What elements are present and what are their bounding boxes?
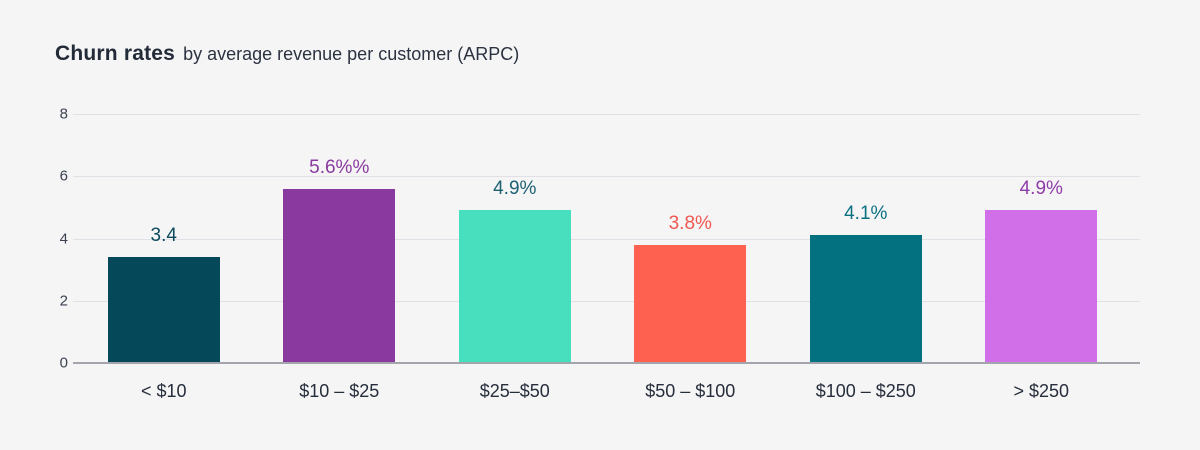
bar: [458, 210, 571, 362]
y-axis-tick-label: 0: [59, 354, 68, 372]
bar: [809, 235, 922, 362]
bar-value-label: 5.6%%: [309, 156, 370, 178]
x-axis-category-label: $50 – $100: [645, 381, 736, 401]
bar: [634, 244, 747, 362]
x-axis-category-label: $10 – $25: [299, 381, 380, 401]
x-axis-category-label: < $10: [140, 381, 187, 401]
x-axis-baseline: [73, 362, 1140, 364]
chart-title-bold: Churn rates: [55, 42, 176, 65]
x-axis-category-label: > $250: [1013, 381, 1070, 401]
gridline: [73, 300, 1140, 302]
gridline: [73, 176, 1140, 178]
chart-title-subtitle: by average revenue per customer (ARPC): [183, 44, 520, 64]
x-axis-category-label: $25–$50: [479, 381, 550, 401]
y-axis-tick-label: 8: [59, 105, 68, 123]
y-axis-tick-label: 6: [59, 167, 68, 185]
bar: [107, 257, 220, 362]
bar-value-label: 4.9%: [1019, 178, 1063, 200]
bar: [985, 210, 1098, 362]
bar-value-label: 4.1%: [844, 203, 888, 225]
bar-value-label: 3.4: [150, 225, 177, 247]
y-axis-tick-label: 2: [59, 292, 68, 310]
y-axis-tick-label: 4: [59, 230, 68, 247]
x-axis-category-label: $100 – $250: [815, 381, 916, 401]
gridline: [73, 238, 1140, 240]
chart-title: Churn rates by average revenue per custo…: [55, 42, 519, 66]
bar-value-label: 3.8%: [668, 212, 712, 234]
bar-value-label: 4.9%: [493, 178, 537, 200]
gridline: [73, 114, 1140, 115]
bar: [283, 188, 396, 362]
